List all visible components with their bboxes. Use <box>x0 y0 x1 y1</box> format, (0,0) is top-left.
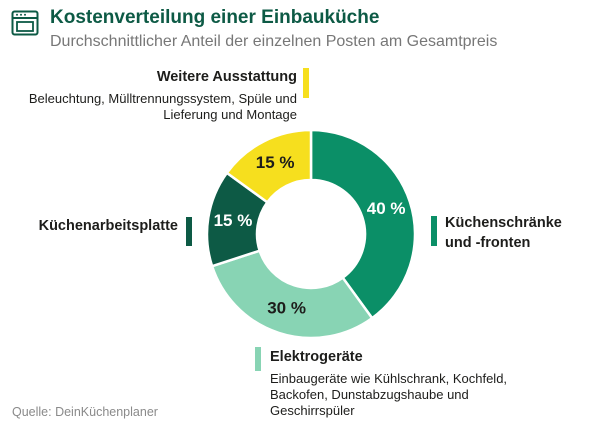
source: Quelle: DeinKüchenplaner <box>12 405 158 419</box>
category-label: Weitere Ausstattung <box>156 69 297 85</box>
value-label: 15 % <box>214 211 253 230</box>
legend-swatch <box>303 68 309 98</box>
category-annotation: Küchenschränke und -fronten <box>445 213 575 253</box>
category-description: Einbaugeräte wie Kühlschrank, Kochfeld, … <box>270 371 508 418</box>
slice <box>210 249 374 340</box>
category-label: Küchenarbeitsplatte <box>38 218 178 234</box>
chart-title: Kostenverteilung einer Einbauküche <box>50 7 380 28</box>
legend-swatch <box>431 216 437 246</box>
category-annotation: Weitere Ausstattung Beleuchtung, Mülltren… <box>17 67 297 123</box>
category-label: Elektrogeräte <box>270 349 363 365</box>
value-label: 30 % <box>267 299 306 318</box>
legend-swatch <box>186 217 192 246</box>
category-description: Beleuchtung, Mülltrennungssystem, Spüle … <box>28 91 297 122</box>
category-annotation: Küchenarbeitsplatte <box>8 216 178 236</box>
slice <box>225 128 313 205</box>
category-label: Küchenschränke und -fronten <box>445 215 562 251</box>
value-label: 40 % <box>367 199 406 218</box>
slice <box>309 128 417 320</box>
value-label: 15 % <box>256 153 295 172</box>
legend-swatch <box>255 347 261 371</box>
chart-subtitle: Durchschnittlicher Anteil der einzelnen … <box>50 33 498 50</box>
oven-icon <box>11 10 39 36</box>
category-annotation: Elektrogeräte Einbaugeräte wie Kühlschran… <box>270 347 545 419</box>
